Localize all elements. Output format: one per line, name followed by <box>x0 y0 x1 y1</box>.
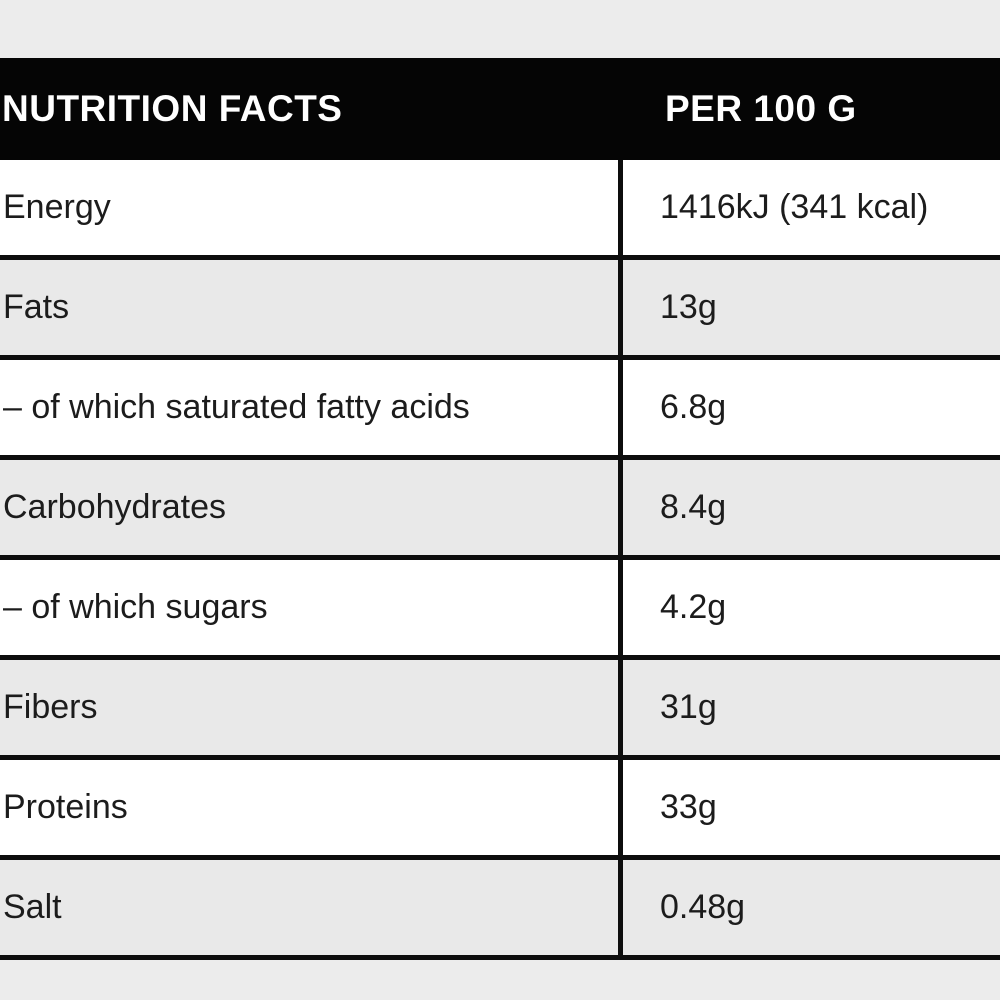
nutrient-label: – of which sugars <box>0 560 623 655</box>
nutrient-label: Salt <box>0 860 623 955</box>
nutrient-value: 31g <box>660 688 717 726</box>
column-header-per-100g: PER 100 G <box>665 88 857 129</box>
nutrition-row: Fats 13g <box>0 260 1000 360</box>
nutrition-row: Proteins 33g <box>0 760 1000 860</box>
nutrition-row: Fibers 31g <box>0 660 1000 760</box>
nutrient-value: 13g <box>660 288 717 326</box>
nutrient-label: Fats <box>0 260 623 355</box>
nutrition-row: Salt 0.48g <box>0 860 1000 960</box>
nutrient-label: Energy <box>0 160 623 255</box>
nutrient-value: 4.2g <box>660 588 727 626</box>
nutrient-value: 8.4g <box>660 488 727 526</box>
nutrient-value: 33g <box>660 788 717 826</box>
table-title: NUTRITION FACTS <box>2 88 343 129</box>
nutrition-row: – of which saturated fatty acids 6.8g <box>0 360 1000 460</box>
nutrition-row: Carbohydrates 8.4g <box>0 460 1000 560</box>
nutrient-value: 1416kJ (341 kcal) <box>660 188 929 226</box>
bottom-margin <box>0 960 1000 1000</box>
nutrient-label: Carbohydrates <box>0 460 623 555</box>
nutrient-label: Proteins <box>0 760 623 855</box>
nutrient-label: – of which saturated fatty acids <box>0 360 623 455</box>
nutrition-table-body: Energy 1416kJ (341 kcal) Fats 13g – of w… <box>0 160 1000 960</box>
nutrient-label: Fibers <box>0 660 623 755</box>
nutrition-row: – of which sugars 4.2g <box>0 560 1000 660</box>
top-margin <box>0 0 1000 58</box>
nutrition-row: Energy 1416kJ (341 kcal) <box>0 160 1000 260</box>
nutrient-value: 6.8g <box>660 388 727 426</box>
nutrient-value: 0.48g <box>660 888 746 926</box>
table-header-bar: NUTRITION FACTS PER 100 G <box>0 58 1000 160</box>
